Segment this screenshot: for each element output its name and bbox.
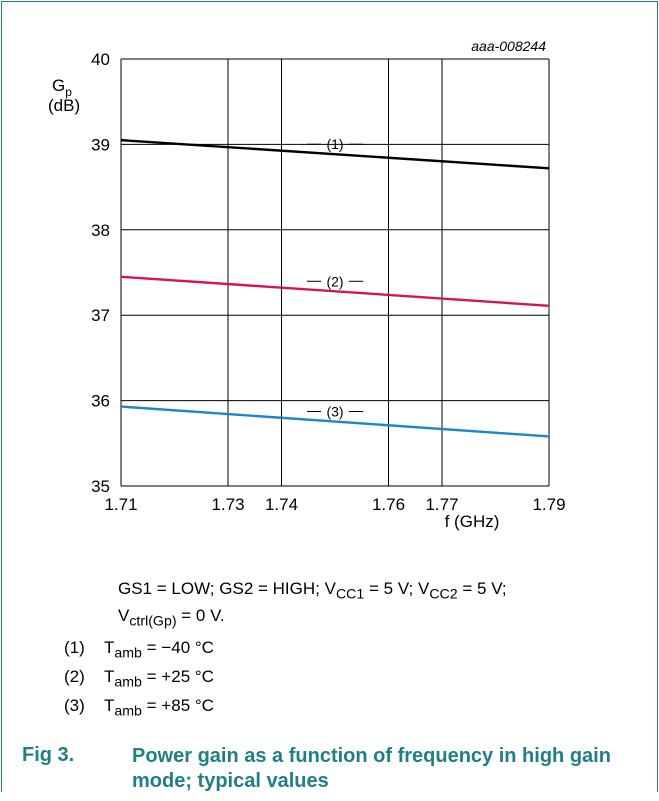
series-label-3: (3): [326, 404, 343, 420]
y-tick-label: 40: [91, 50, 110, 69]
legend-number: (2): [64, 667, 85, 686]
legend-item-2: (2) Tamb = +25 °C: [64, 667, 214, 691]
y-tick-label: 36: [91, 392, 110, 411]
figure-title: Power gain as a function of frequency in…: [132, 745, 611, 792]
y-label-unit: (dB): [48, 96, 80, 115]
y-axis-label: Gp (dB): [48, 76, 80, 115]
y-tick-label: 35: [91, 477, 110, 496]
test-conditions: GS1 = LOW; GS2 = HIGH; VCC1 = 5 V; VCC2 …: [118, 578, 638, 633]
frame-bottom-gap: [0, 792, 659, 801]
reference-code: aaa-008244: [471, 38, 546, 54]
legend-item-1: (1) Tamb = −40 °C: [64, 638, 214, 662]
series-line-3: [120, 405, 550, 438]
legend-number: (1): [64, 638, 85, 657]
conditions-line-2: Vctrl(Gp) = 0 V.: [118, 606, 225, 630]
y-label-subscript: p: [65, 85, 72, 99]
x-tick-label: 1.77: [425, 495, 458, 514]
y-label-symbol: G: [52, 76, 65, 95]
y-tick-label: 37: [91, 306, 110, 325]
legend-number: (3): [64, 696, 85, 715]
series-line-1: [120, 138, 550, 170]
series-line-2: [120, 275, 550, 308]
y-tick-label: 38: [91, 221, 110, 240]
x-tick-label: 1.73: [211, 495, 244, 514]
series-label-2: (2): [326, 273, 343, 289]
legend-item-3: (3) Tamb = +85 °C: [64, 696, 214, 720]
x-tick-label: 1.71: [104, 495, 137, 514]
conditions-line-1: GS1 = LOW; GS2 = HIGH; VCC1 = 5 V; VCC2 …: [118, 579, 507, 603]
x-axis-label: f (GHz): [445, 512, 500, 531]
series-label-1: (1): [326, 136, 343, 152]
chart-grid: [120, 58, 550, 487]
x-tick-label: 1.76: [372, 495, 405, 514]
chart-ticks: 1.71 1.73 1.74 1.76 1.77 1.79 35 36 37 38 39 40: [91, 50, 565, 514]
figure-number: Fig 3.: [22, 744, 75, 766]
svg-text:Gp: Gp: [52, 76, 72, 99]
y-tick-label: 39: [91, 135, 110, 154]
x-tick-label: 1.79: [532, 495, 565, 514]
chart-series: (1) (2) (3): [120, 136, 550, 438]
x-tick-label: 1.74: [265, 495, 298, 514]
